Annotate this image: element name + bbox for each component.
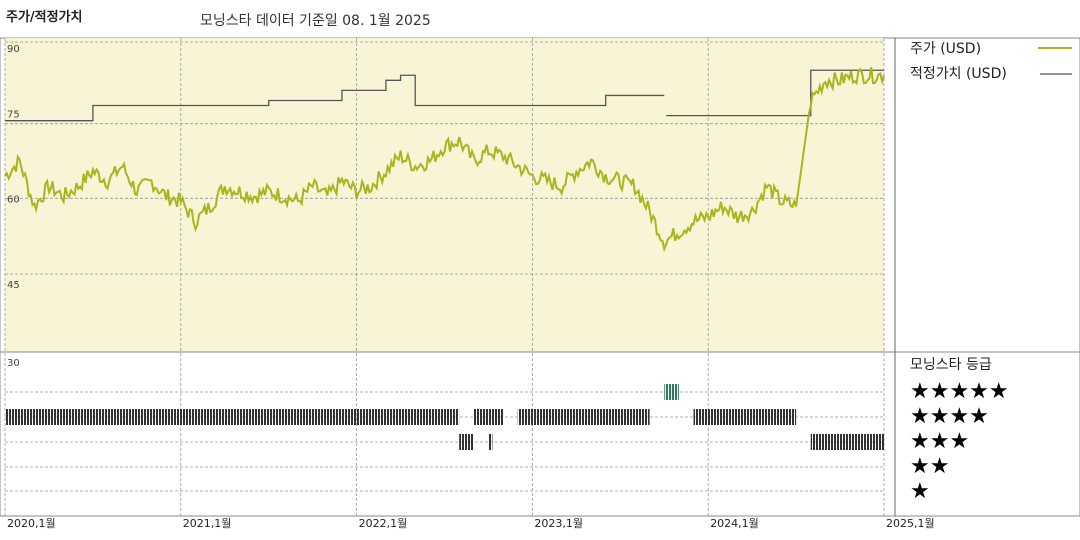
rating-period-bar	[517, 409, 650, 425]
legend-fair-value-label: 적정가치 (USD)	[910, 66, 1007, 82]
y-tick-label: 60	[7, 194, 20, 205]
data-date-subtitle: 모닝스타 데이터 기준일 08. 1월 2025	[200, 13, 431, 29]
rating-period-bar	[810, 434, 884, 450]
y-tick-label: 30	[7, 358, 20, 369]
rating-period-bar	[664, 384, 679, 400]
x-tick-label: 2022,1월	[359, 517, 408, 530]
rating-period-bar	[693, 409, 797, 425]
rating-period-bar	[473, 409, 504, 425]
rating-stars-label: ★★	[910, 454, 949, 479]
y-tick-label: 45	[7, 280, 20, 291]
x-tick-label: 2021,1월	[183, 517, 232, 530]
price-line	[4, 67, 885, 253]
x-tick-label: 2020,1월	[7, 517, 56, 530]
rating-title: 모닝스타 등급	[910, 357, 992, 373]
rating-stars-label: ★★★	[910, 429, 969, 454]
y-tick-label: 75	[7, 110, 20, 121]
x-tick-label: 2023,1월	[534, 517, 583, 530]
rating-stars-label: ★	[910, 479, 930, 504]
y-tick-label: 90	[7, 44, 20, 55]
legend-price-label: 주가 (USD)	[910, 41, 982, 57]
fair-value-line	[5, 69, 884, 122]
rating-stars-label: ★★★★★	[910, 379, 1009, 404]
rating-stars-label: ★★★★	[910, 404, 989, 429]
rating-period-bar	[488, 434, 493, 450]
chart-title: 주가/적정가치	[6, 10, 83, 25]
rating-period-bar	[459, 434, 474, 450]
x-tick-label: 2024,1월	[710, 517, 759, 530]
price-panel-background	[5, 38, 884, 352]
rating-period-bar	[5, 409, 460, 425]
x-tick-label: 2025,1월	[886, 517, 935, 530]
